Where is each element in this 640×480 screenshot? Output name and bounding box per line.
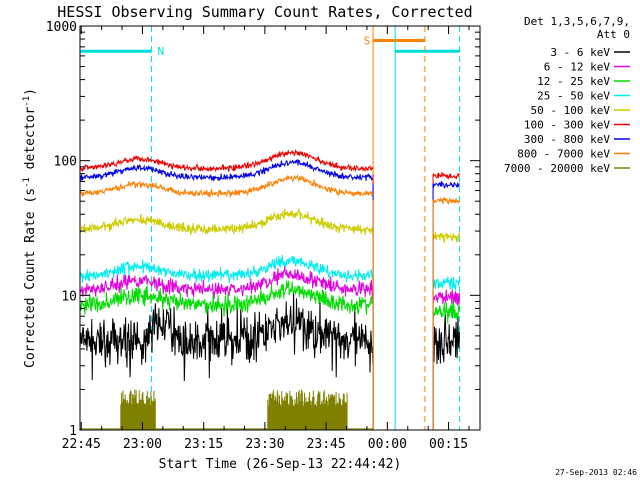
x-tick-label: 23:15 [184, 437, 223, 452]
legend-label: 7000 - 20000 keV [504, 162, 610, 175]
series-line [432, 299, 460, 324]
legend-label: 50 - 100 keV [531, 104, 611, 117]
series-line [80, 159, 374, 182]
series-line [80, 148, 374, 173]
series-burst [267, 389, 348, 430]
legend-label: 12 - 25 keV [537, 75, 610, 88]
annotation-s: S [364, 35, 371, 48]
series-line [80, 291, 374, 382]
generation-timestamp: 27-Sep-2013 02:46 [555, 468, 637, 477]
legend-header-line-1: Det 1,3,5,6,7,9, [524, 15, 630, 28]
series-line [80, 280, 374, 317]
x-tick-label: 00:00 [368, 437, 407, 452]
series-7 [80, 173, 460, 430]
x-axis-label: Start Time (26-Sep-13 22:44:42) [159, 457, 402, 472]
y-axis-label: Corrected Count Rate (s-1 detector-1) [22, 88, 38, 368]
y-axis-label-sup2: -1 [22, 96, 32, 107]
series-line [432, 196, 460, 206]
legend-header-line-2: Att 0 [597, 28, 630, 41]
series-line [432, 231, 460, 244]
y-tick-label: 1000 [46, 20, 77, 35]
x-tick-label: 23:00 [123, 437, 162, 452]
series-burst [120, 389, 156, 430]
x-tick-label: 00:15 [429, 437, 468, 452]
y-tick-label: 10 [61, 289, 77, 304]
legend-label: 800 - 7000 keV [517, 148, 610, 161]
series-line [80, 208, 374, 236]
y-axis-label-end: ) [23, 88, 38, 96]
plot-area [80, 26, 461, 430]
x-tick-label: 23:30 [245, 437, 284, 452]
annotation-n: N [158, 45, 165, 58]
series-line [432, 313, 460, 365]
y-axis-label-mid: detector [23, 107, 38, 178]
series-line [432, 181, 460, 189]
legend: Det 1,3,5,6,7,9, Att 0 3 - 6 keV 6 - 12 k… [504, 15, 630, 175]
series-line [80, 254, 374, 284]
y-tick-label: 1 [69, 424, 77, 439]
x-tick-label: 23:45 [307, 437, 346, 452]
series-8 [80, 389, 374, 430]
x-axis: 22:45 23:00 23:15 23:30 23:45 00:00 00:15 [62, 26, 470, 452]
legend-label: 6 - 12 keV [544, 61, 611, 74]
series-line [80, 173, 374, 199]
x-tick-label: 22:45 [62, 437, 101, 452]
y-tick-label: 100 [54, 155, 77, 170]
legend-label: 3 - 6 keV [550, 46, 610, 59]
y-axis: 1 10 100 1000 [46, 20, 480, 439]
y-axis-label-sup1: -1 [22, 177, 32, 188]
legend-label: 100 - 300 keV [524, 119, 610, 132]
series-line [432, 289, 460, 306]
legend-label: 300 - 800 keV [524, 133, 610, 146]
chart-title: HESSI Observing Summary Count Rates, Cor… [57, 3, 472, 21]
plot-frame [79, 25, 481, 431]
series-line [432, 276, 460, 291]
legend-label: 25 - 50 keV [537, 90, 610, 103]
y-axis-label-main: Corrected Count Rate (s [23, 188, 38, 368]
series-line [432, 172, 460, 181]
series-line [80, 266, 374, 300]
